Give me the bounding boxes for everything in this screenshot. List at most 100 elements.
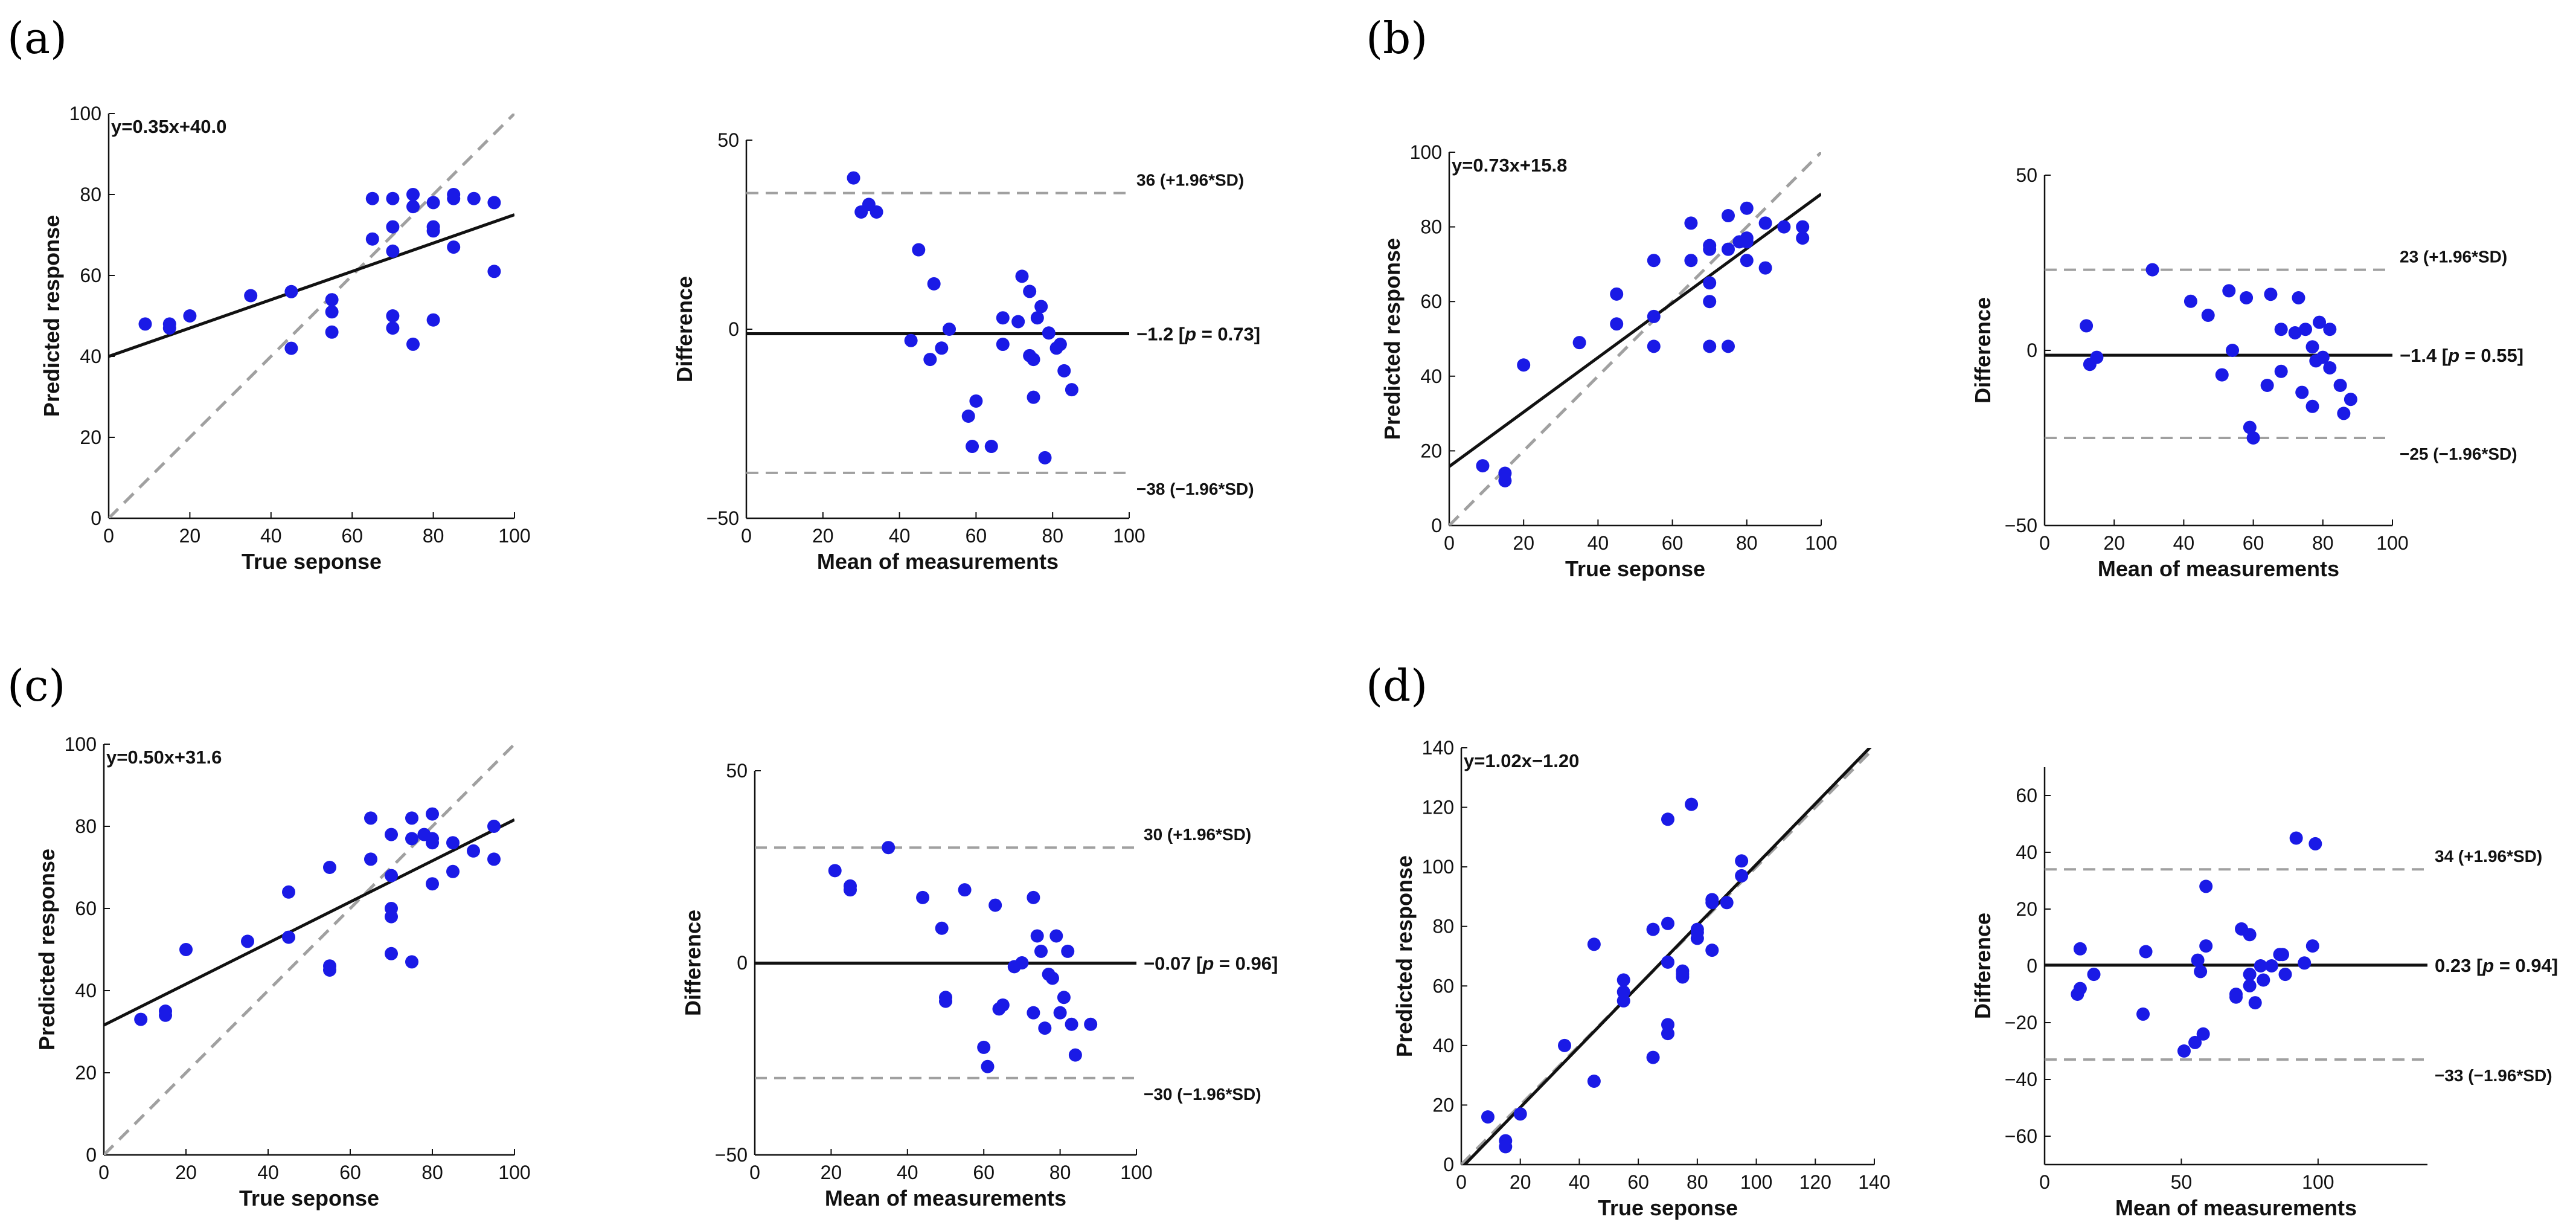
y-tick-label: 20 bbox=[1420, 440, 1442, 461]
x-tick-label: 40 bbox=[257, 1162, 279, 1183]
x-tick-label: 40 bbox=[889, 525, 911, 547]
data-point bbox=[2201, 309, 2215, 322]
panel-label-d: (d) bbox=[1366, 660, 1427, 711]
x-tick-label: 80 bbox=[421, 1162, 443, 1183]
data-point bbox=[1038, 1021, 1052, 1035]
data-point bbox=[406, 188, 420, 201]
data-point bbox=[1027, 390, 1040, 404]
data-point bbox=[1735, 869, 1749, 882]
data-point bbox=[365, 191, 379, 205]
data-point bbox=[2275, 948, 2289, 962]
p-value: = 0.55] bbox=[2459, 345, 2523, 366]
data-point bbox=[882, 841, 896, 855]
y-tick-label: −40 bbox=[2005, 1069, 2037, 1090]
data-point bbox=[1015, 956, 1029, 969]
data-point bbox=[446, 836, 460, 850]
data-point bbox=[162, 321, 176, 335]
y-axis-label: Predicted response bbox=[1380, 238, 1405, 440]
data-point bbox=[1646, 922, 1660, 936]
data-point bbox=[284, 341, 298, 355]
data-point bbox=[386, 309, 400, 323]
data-point bbox=[386, 244, 400, 258]
data-point bbox=[966, 440, 979, 454]
data-point bbox=[1705, 944, 1719, 957]
data-point bbox=[1045, 971, 1059, 985]
x-tick-label: 0 bbox=[1444, 532, 1455, 554]
y-axis-label: Difference bbox=[1970, 913, 1995, 1019]
x-axis-label: Mean of measurements bbox=[2115, 1195, 2357, 1220]
panel-label-b: (b) bbox=[1366, 13, 1427, 63]
data-point bbox=[1647, 339, 1661, 353]
data-point bbox=[1703, 295, 1717, 309]
chart-b-regression: 0 20 40 60 80 100 0 20 40 60 80 100 True seponse Pred… bbox=[1380, 141, 1837, 581]
data-point bbox=[2344, 393, 2357, 407]
data-point bbox=[923, 353, 937, 367]
data-point bbox=[2295, 385, 2309, 399]
y-axis-label: Predicted response bbox=[34, 849, 59, 1050]
data-point bbox=[2260, 379, 2274, 392]
x-tick-label: 100 bbox=[2376, 532, 2408, 554]
x-tick-label: 100 bbox=[498, 525, 530, 547]
y-axis-label: Difference bbox=[672, 276, 697, 382]
y-tick-label: 140 bbox=[1422, 737, 1454, 759]
data-point bbox=[2184, 294, 2197, 308]
data-point bbox=[2274, 323, 2288, 336]
data-point bbox=[405, 955, 418, 969]
p-symbol: p bbox=[1202, 953, 1214, 974]
x-tick-label: 60 bbox=[1662, 532, 1684, 554]
chart-a-regression: 0 20 40 60 80 100 0 20 40 60 80 100 True seponse Pred… bbox=[39, 103, 531, 574]
y-tick-label: −50 bbox=[706, 507, 739, 529]
data-point bbox=[159, 1008, 172, 1022]
data-point bbox=[138, 317, 152, 331]
data-point bbox=[385, 828, 398, 841]
y-tick-label: 0 bbox=[737, 952, 748, 974]
data-point bbox=[426, 877, 439, 891]
x-axis-label: True seponse bbox=[1598, 1195, 1738, 1220]
data-point bbox=[2073, 942, 2087, 956]
x-tick-label: 80 bbox=[423, 525, 444, 547]
data-point bbox=[2305, 340, 2319, 354]
x-tick-label: 100 bbox=[1113, 525, 1145, 547]
data-point bbox=[426, 196, 440, 210]
data-point bbox=[1030, 311, 1044, 325]
data-point bbox=[1011, 315, 1025, 329]
y-tick-label: −60 bbox=[2005, 1125, 2037, 1147]
data-point bbox=[2196, 1027, 2210, 1041]
p-symbol: p bbox=[1184, 324, 1196, 345]
data-point bbox=[1661, 916, 1674, 930]
x-tick-label: 40 bbox=[897, 1162, 918, 1183]
data-point bbox=[426, 224, 440, 238]
data-point bbox=[447, 240, 461, 254]
y-tick-label: 40 bbox=[2016, 841, 2037, 863]
y-tick-label: 20 bbox=[2016, 898, 2037, 920]
data-point bbox=[2243, 979, 2257, 992]
data-point bbox=[2246, 431, 2260, 445]
chart-d-bland-altman: 0 50 100 −60 −40 −20 0 20 40 60 Mean of measuremen… bbox=[1970, 767, 2558, 1220]
data-point bbox=[2305, 399, 2319, 413]
x-tick-label: 20 bbox=[1510, 1171, 1531, 1193]
data-point bbox=[1513, 1107, 1527, 1121]
data-point bbox=[1740, 254, 1754, 268]
y-tick-label: 80 bbox=[75, 815, 97, 837]
data-point bbox=[385, 910, 398, 924]
x-tick-label: 20 bbox=[821, 1162, 842, 1183]
data-point bbox=[2215, 368, 2229, 382]
data-point bbox=[2188, 1035, 2202, 1049]
data-point bbox=[2243, 420, 2257, 434]
regression-equation: y=0.35x+40.0 bbox=[111, 116, 226, 137]
data-point bbox=[2298, 956, 2312, 970]
data-point bbox=[943, 323, 956, 336]
data-point bbox=[2278, 968, 2292, 982]
data-point bbox=[2243, 928, 2257, 942]
y-tick-label: 100 bbox=[1410, 141, 1442, 163]
x-tick-label: 80 bbox=[1687, 1171, 1708, 1193]
data-point bbox=[134, 1012, 148, 1026]
x-tick-label: 140 bbox=[1858, 1171, 1890, 1193]
lower-loa-label: −25 (−1.96*SD) bbox=[2400, 445, 2517, 463]
p-symbol: p bbox=[2482, 955, 2494, 976]
y-tick-label: 120 bbox=[1422, 797, 1454, 818]
data-point bbox=[405, 832, 418, 846]
data-point bbox=[1498, 474, 1512, 487]
x-tick-label: 20 bbox=[812, 525, 834, 547]
x-tick-label: 60 bbox=[966, 525, 987, 547]
